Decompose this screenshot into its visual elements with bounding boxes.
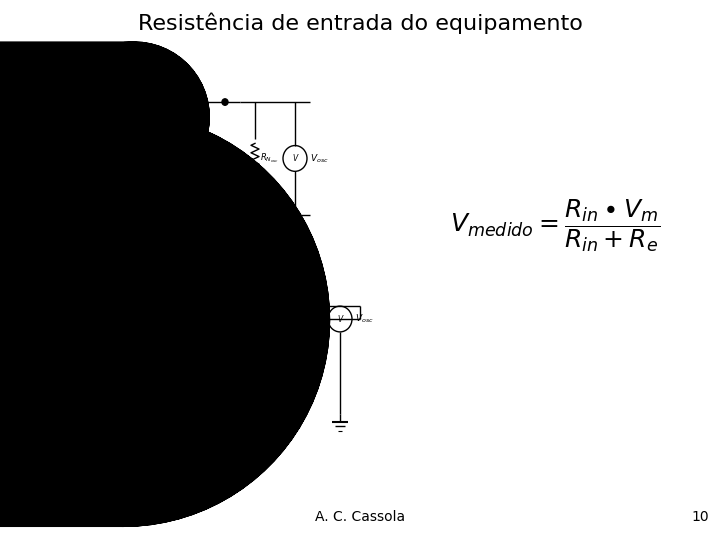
Text: $V_{osc}$: $V_{osc}$: [310, 152, 329, 165]
Text: $V_m$: $V_m$: [68, 305, 82, 318]
Text: $R_e$: $R_e$: [142, 290, 154, 303]
Text: +: +: [199, 303, 207, 312]
Text: $E_r$: $E_r$: [7, 178, 18, 190]
Text: Resistência de entrada do equipamento: Resistência de entrada do equipamento: [138, 13, 582, 35]
Text: -: -: [202, 326, 204, 336]
Text: $R_e$: $R_e$: [149, 85, 161, 98]
Text: $R_{N_{osc}}$: $R_{N_{osc}}$: [260, 152, 279, 165]
Text: $R_{N_{osc}}$: $R_{N_{osc}}$: [300, 323, 319, 336]
Text: $C_m$: $C_m$: [80, 359, 94, 372]
Text: $I$: $I$: [135, 314, 140, 326]
Text: $E_r$: $E_r$: [7, 382, 18, 394]
Text: $V_m$: $V_m$: [68, 101, 82, 113]
Text: $V_{osc}$: $V_{osc}$: [355, 313, 374, 325]
Text: A. C. Cassola: A. C. Cassola: [315, 510, 405, 524]
Text: Eletrofisiologia: Eletrofisiologia: [11, 510, 114, 524]
Circle shape: [242, 316, 248, 322]
Text: $C_m$: $C_m$: [80, 158, 94, 170]
Text: $I$: $I$: [145, 111, 150, 123]
Text: $R_m$: $R_m$: [4, 334, 18, 347]
Circle shape: [222, 99, 228, 105]
Text: $V_{medido} = \dfrac{R_{in} \bullet V_m}{R_{in} + R_e}$: $V_{medido} = \dfrac{R_{in} \bullet V_m}…: [450, 198, 660, 254]
Text: $R_m$: $R_m$: [4, 130, 18, 143]
Circle shape: [222, 212, 228, 218]
Text: $V_o \approx V_m$: $V_o \approx V_m$: [232, 304, 265, 316]
Text: 1: 1: [208, 314, 214, 324]
Text: $R_N \approx 10^{12}\Omega$: $R_N \approx 10^{12}\Omega$: [190, 342, 238, 356]
Text: V: V: [292, 154, 297, 163]
Text: 10: 10: [692, 510, 709, 524]
Text: V: V: [338, 314, 343, 323]
